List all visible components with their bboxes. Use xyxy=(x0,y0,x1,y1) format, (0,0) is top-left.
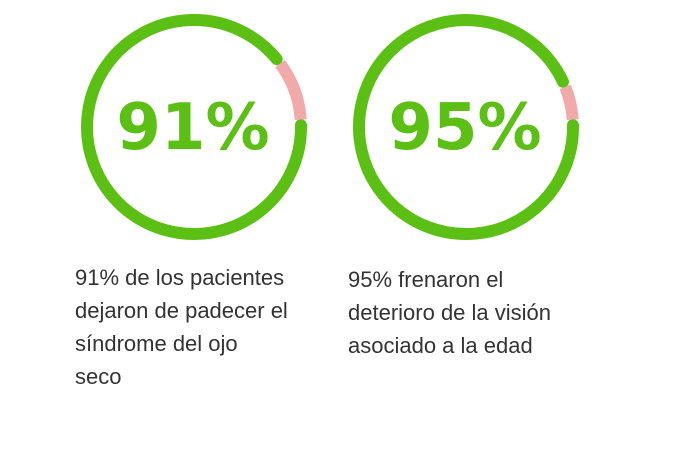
progress-ring xyxy=(81,14,307,240)
stat-91: 91% 91% de los pacientes dejaron de pade… xyxy=(75,13,310,453)
percentage-value: 95% xyxy=(388,91,542,165)
progress-ring xyxy=(353,14,579,240)
stat-description: 91% de los pacientes dejaron de padecer … xyxy=(75,265,288,389)
percentage-value: 91% xyxy=(116,91,270,165)
remaining-arc xyxy=(559,84,579,121)
stat-description: 95% frenaron el deterioro de la visión a… xyxy=(348,267,552,358)
stat-95: 95% 95% frenaron el deterioro de la visi… xyxy=(348,13,652,453)
remaining-arc xyxy=(275,59,307,121)
progress-arc xyxy=(81,14,307,240)
progress-arc xyxy=(353,14,579,240)
